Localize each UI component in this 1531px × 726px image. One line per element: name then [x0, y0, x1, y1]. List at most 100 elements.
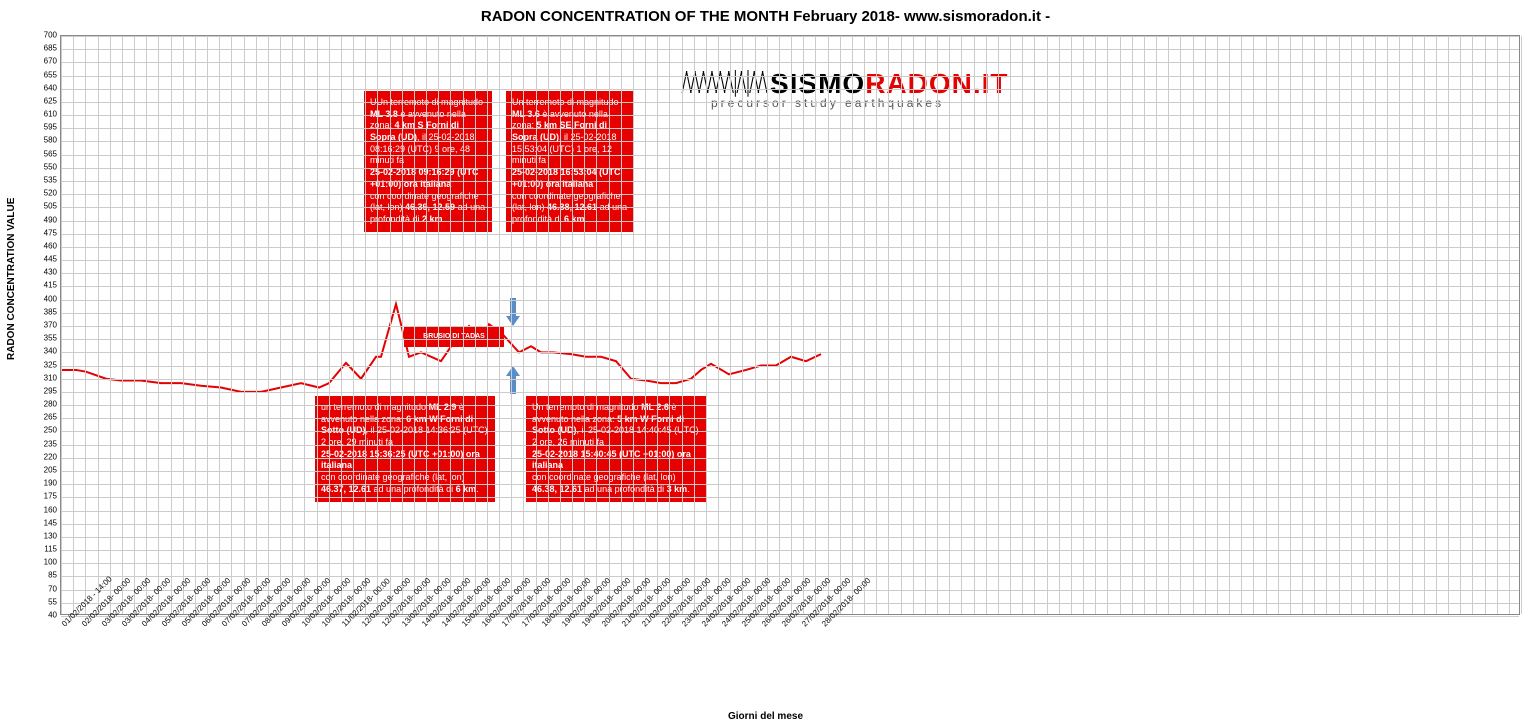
grid-line [353, 36, 354, 614]
grid-line [1022, 36, 1023, 614]
grid-line [767, 36, 768, 614]
grid-line [974, 36, 975, 614]
y-tick: 295 [27, 386, 57, 395]
y-tick: 700 [27, 31, 57, 40]
grid-line [438, 36, 439, 614]
y-tick: 235 [27, 439, 57, 448]
y-tick: 250 [27, 426, 57, 435]
grid-line [961, 36, 962, 614]
y-tick: 205 [27, 466, 57, 475]
grid-line [317, 36, 318, 614]
y-tick: 115 [27, 545, 57, 554]
grid-line [487, 36, 488, 614]
grid-line [122, 36, 123, 614]
grid-line [1083, 36, 1084, 614]
y-tick: 415 [27, 281, 57, 290]
grid-line [1339, 36, 1340, 614]
grid-line [244, 36, 245, 614]
y-tick: 190 [27, 479, 57, 488]
grid-line [231, 36, 232, 614]
y-tick: 445 [27, 255, 57, 264]
grid-line [998, 36, 999, 614]
grid-line [1448, 36, 1449, 614]
grid-line [1253, 36, 1254, 614]
grid-line [718, 36, 719, 614]
y-tick: 400 [27, 294, 57, 303]
grid-line [1460, 36, 1461, 614]
grid-line [523, 36, 524, 614]
grid-line [1302, 36, 1303, 614]
grid-line [937, 36, 938, 614]
grid-line [268, 36, 269, 614]
grid-line [1314, 36, 1315, 614]
grid-line [1509, 36, 1510, 614]
grid-line [584, 36, 585, 614]
y-tick: 595 [27, 123, 57, 132]
y-tick: 520 [27, 189, 57, 198]
grid-line [1399, 36, 1400, 614]
annotation-brusio: BRUSIO DI TADAS [404, 326, 504, 347]
grid-line [840, 36, 841, 614]
grid-line [158, 36, 159, 614]
grid-line [888, 36, 889, 614]
grid-line [901, 36, 902, 614]
grid-line [475, 36, 476, 614]
grid-line [949, 36, 950, 614]
annotation-earthquake-1: UUn terremoto di magnitudo ML 3.8 è avve… [364, 91, 492, 232]
arrow-up-icon [506, 366, 520, 394]
y-tick: 580 [27, 136, 57, 145]
y-tick: 490 [27, 215, 57, 224]
grid-line [207, 36, 208, 614]
grid-line [219, 36, 220, 614]
y-tick: 505 [27, 202, 57, 211]
y-tick: 550 [27, 162, 57, 171]
grid-line [1485, 36, 1486, 614]
y-tick: 40 [27, 611, 57, 620]
grid-line [791, 36, 792, 614]
grid-line [1034, 36, 1035, 614]
y-tick: 355 [27, 334, 57, 343]
grid-line [1436, 36, 1437, 614]
y-tick: 130 [27, 531, 57, 540]
y-tick: 145 [27, 518, 57, 527]
grid-line [171, 36, 172, 614]
y-tick: 475 [27, 228, 57, 237]
grid-line [377, 36, 378, 614]
grid-line [292, 36, 293, 614]
grid-line [1059, 36, 1060, 614]
grid-line [499, 36, 500, 614]
grid-line [426, 36, 427, 614]
grid-line [195, 36, 196, 614]
grid-line [596, 36, 597, 614]
grid-line [925, 36, 926, 614]
grid-line [365, 36, 366, 614]
annotation-earthquake-3: un terremoto di magnitudo ML 2.9 è avven… [315, 396, 495, 502]
grid-line [548, 36, 549, 614]
grid-line [1326, 36, 1327, 614]
y-tick: 325 [27, 360, 57, 369]
grid-line [1193, 36, 1194, 614]
y-tick: 655 [27, 70, 57, 79]
grid-line [1180, 36, 1181, 614]
grid-line [755, 36, 756, 614]
y-tick: 625 [27, 96, 57, 105]
grid-line [1375, 36, 1376, 614]
grid-line [852, 36, 853, 614]
y-tick: 265 [27, 413, 57, 422]
grid-line [414, 36, 415, 614]
grid-line [536, 36, 537, 614]
grid-line [779, 36, 780, 614]
grid-line [1132, 36, 1133, 614]
grid-line [669, 36, 670, 614]
grid-line [1156, 36, 1157, 614]
y-axis-label: RADON CONCENTRATION VALUE [6, 198, 17, 360]
y-tick: 100 [27, 558, 57, 567]
x-axis-label: Giorni del mese [0, 711, 1531, 722]
grid-line [1120, 36, 1121, 614]
y-tick: 640 [27, 83, 57, 92]
grid-line [560, 36, 561, 614]
grid-line [1010, 36, 1011, 614]
grid-line [1351, 36, 1352, 614]
grid-line [706, 36, 707, 614]
y-tick: 430 [27, 268, 57, 277]
